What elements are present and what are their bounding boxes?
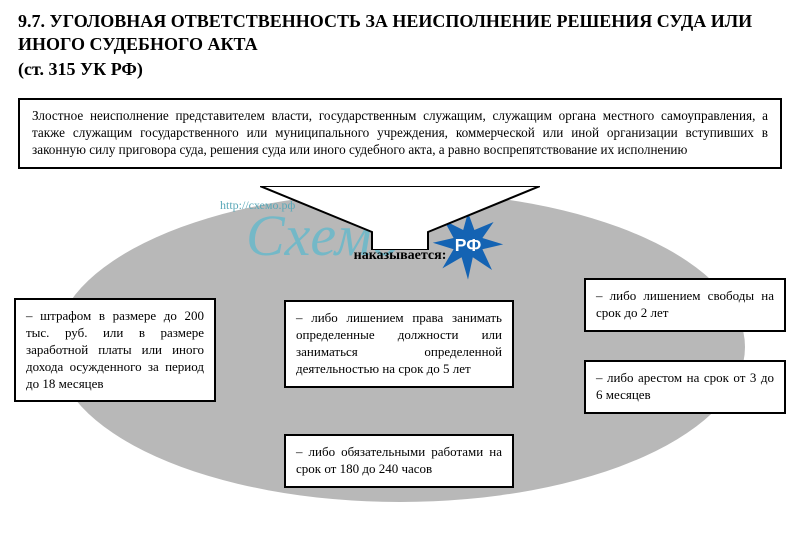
penalty-box-disqualification: – либо лишением права занимать определен…: [284, 300, 514, 388]
penalty-box-arrest: – либо арестом на срок от 3 до 6 месяцев: [584, 360, 786, 414]
definition-box: Злостное неисполнение представителем вла…: [18, 98, 782, 169]
page-title: 9.7. УГОЛОВНАЯ ОТВЕТСТВЕННОСТЬ ЗА НЕИСПО…: [0, 0, 800, 59]
center-label: наказывается:: [354, 248, 447, 264]
penalty-box-mandatory-work: – либо обязательными ра­ботами на срок о…: [284, 434, 514, 488]
penalty-box-fine: – штрафом в размере до 200 тыс. руб. или…: [14, 298, 216, 402]
penalty-box-imprisonment: – либо лишением сво­боды на срок до 2 ле…: [584, 278, 786, 332]
funnel-connector: [260, 186, 540, 250]
page-subtitle: (ст. 315 УК РФ): [0, 59, 800, 88]
